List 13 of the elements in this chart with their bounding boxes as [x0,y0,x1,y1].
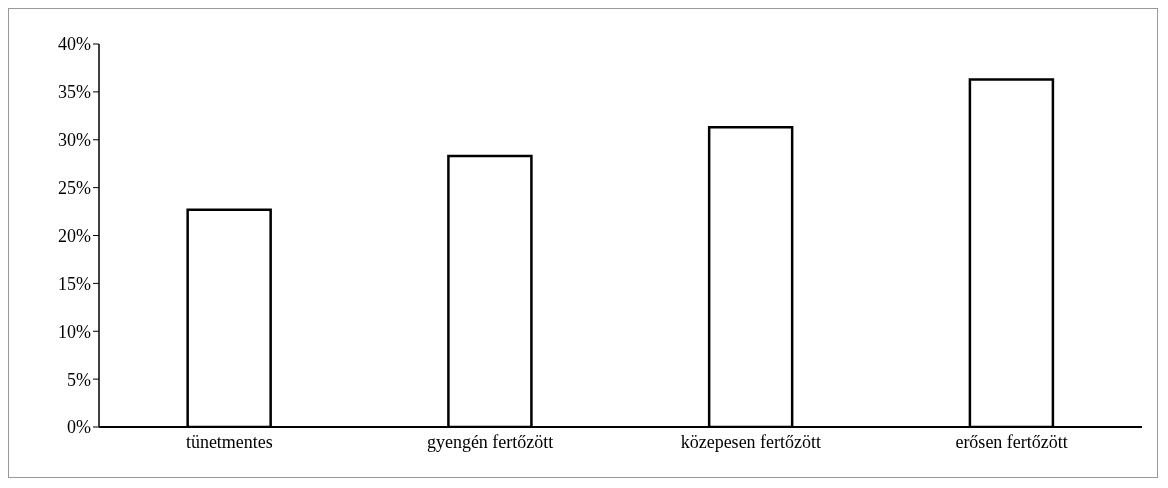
x-tick-label: tünetmentes [185,431,273,452]
y-tick-label: 40% [58,34,91,55]
y-tick-label: 0% [67,417,91,438]
y-tick-label: 5% [67,369,91,390]
x-tick-label: erősen fertőzött [955,431,1068,452]
x-tick-label: közepesen fertőzött [680,431,822,452]
y-tick-label: 35% [58,82,91,103]
y-tick-label: 15% [58,273,91,294]
y-tick-label: 25% [58,178,91,199]
y-tick-label: 30% [58,130,91,151]
y-tick-label: 20% [58,225,91,246]
x-tick-label: gyengén fertőzött [426,431,554,452]
y-tick-label: 10% [58,321,91,342]
